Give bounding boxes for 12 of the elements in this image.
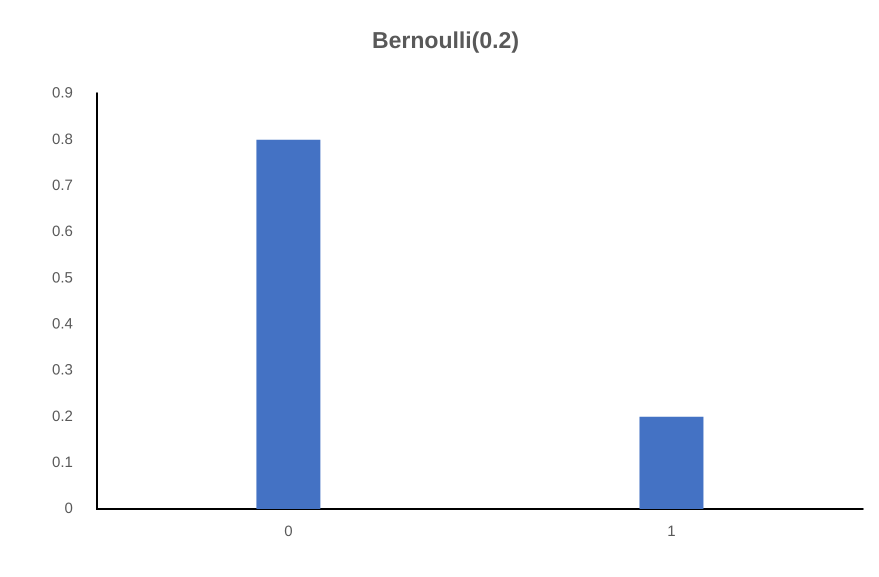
y-tick-label: 0 bbox=[64, 500, 73, 518]
y-tick-label: 0.7 bbox=[52, 177, 73, 194]
x-tick-label: 1 bbox=[667, 523, 676, 540]
y-tick-label: 0.4 bbox=[52, 316, 73, 333]
y-tick-label: 0.8 bbox=[52, 130, 73, 148]
y-tick-label: 0.2 bbox=[52, 408, 73, 425]
y-tick-label: 0.6 bbox=[52, 223, 73, 240]
y-tick-label: 0.5 bbox=[52, 269, 73, 286]
y-tick-label: 0.1 bbox=[52, 454, 73, 471]
y-tick-label: 0.3 bbox=[52, 362, 73, 379]
chart-title: Bernoulli(0.2) bbox=[372, 27, 519, 54]
y-tick-label: 0.9 bbox=[52, 84, 73, 102]
